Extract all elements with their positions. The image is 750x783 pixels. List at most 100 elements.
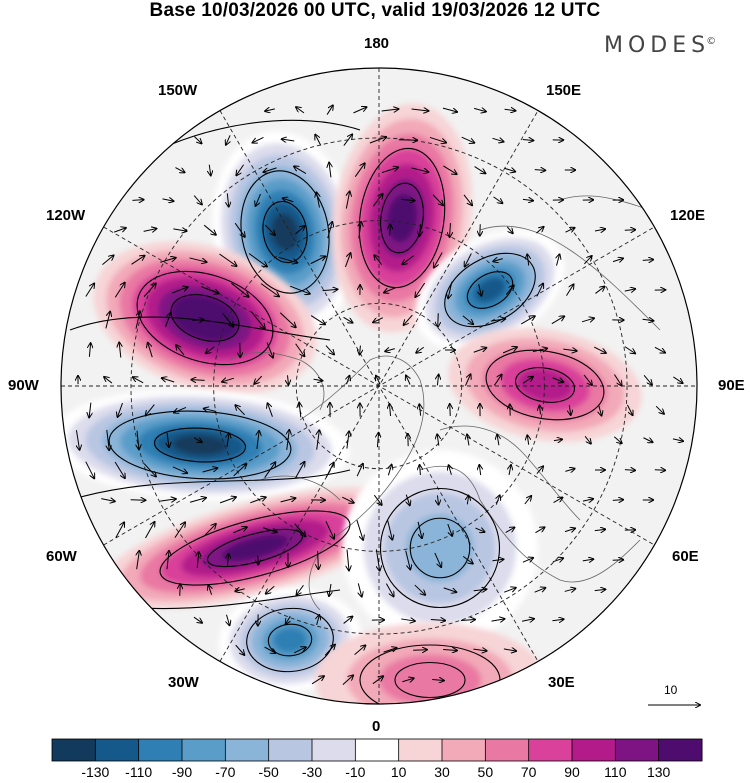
wind-vector [564, 589, 576, 592]
wind-vector [496, 495, 499, 505]
wind-vector [347, 431, 349, 449]
colorbar-tick-label: -130 [81, 764, 110, 780]
contour-group [108, 410, 292, 480]
wind-vector [595, 287, 604, 294]
wind-vector [197, 552, 199, 569]
wind-vector [256, 193, 261, 206]
contour-line [379, 487, 501, 609]
latitude-circle [130, 137, 628, 635]
wind-vector [105, 312, 110, 329]
contour-group [240, 170, 330, 294]
lon-label-60e: 60E [672, 548, 699, 565]
wind-vector [383, 648, 397, 653]
wind-vector [465, 253, 472, 266]
wind-vector [206, 346, 215, 353]
coastline-segment [419, 465, 641, 583]
wind-vector [222, 313, 234, 326]
wind-vector [295, 343, 305, 356]
wind-vector [401, 199, 414, 200]
wind-vector [311, 676, 324, 685]
wind-vector [222, 378, 235, 382]
wind-vector [551, 316, 564, 325]
wind-vector [672, 439, 683, 441]
wind-vector [467, 435, 469, 446]
lon-label-150w: 150W [158, 82, 198, 99]
wind-vector [372, 676, 383, 685]
wind-vector [148, 343, 153, 358]
colorbar-swatch [268, 739, 313, 761]
wind-vector [118, 402, 123, 417]
contour-line [108, 410, 292, 480]
wind-vector [448, 281, 453, 298]
wind-vector [146, 404, 155, 416]
wind-vector [442, 107, 457, 112]
colorbar-swatch [485, 739, 530, 761]
wind-vector [613, 374, 621, 386]
wind-vector [443, 165, 456, 174]
contour-line [394, 661, 466, 699]
colorbar-swatch [138, 739, 183, 761]
wind-vector [234, 222, 245, 237]
wind-vector [219, 253, 236, 266]
wind-vector [438, 313, 439, 326]
wind-vector [193, 616, 202, 623]
wind-vector [582, 559, 593, 561]
wind-vector [415, 282, 426, 297]
anomaly-level [184, 303, 226, 333]
wind-vector [402, 255, 414, 264]
wind-vector [342, 496, 353, 503]
wind-vector [503, 649, 516, 651]
wind-vector [289, 285, 310, 294]
map-disk [61, 68, 697, 704]
lon-label-30e: 30E [548, 674, 575, 691]
wind-vector [474, 108, 486, 111]
wind-vector [419, 224, 420, 236]
colorbar-swatch [572, 739, 616, 761]
colorbar [51, 738, 703, 762]
contour-line [246, 607, 334, 673]
wind-vector [325, 521, 334, 538]
wind-vector [398, 140, 417, 141]
wind-vector [180, 584, 181, 596]
wind-vector [599, 404, 602, 415]
wind-vector [145, 522, 154, 539]
wind-vector [358, 583, 361, 596]
wind-vector [429, 136, 446, 142]
wind-vector [497, 435, 499, 446]
wind-vector [372, 194, 382, 207]
wind-vector [624, 289, 635, 291]
lon-label-150e: 150E [546, 82, 582, 99]
wind-vector [85, 461, 94, 479]
wind-vector [479, 284, 482, 295]
wind-vector [505, 527, 515, 534]
wind-vector [552, 377, 564, 382]
wind-vector [373, 494, 381, 505]
wind-vector [266, 342, 273, 357]
wind-vector [192, 320, 203, 321]
wind-vector [376, 376, 380, 385]
wind-vector [101, 499, 115, 502]
wind-vector [624, 346, 635, 354]
wind-vector [264, 224, 275, 235]
colorbar-labels: -130 -110 -90 -70 -50 -30 -10 10 30 50 70 90 110 130 [0, 764, 750, 783]
wind-vector [278, 256, 298, 262]
colorbar-tick-label: 110 [604, 764, 627, 780]
wind-vector [437, 375, 438, 386]
wind-vector [493, 196, 503, 203]
wind-vector [491, 619, 505, 621]
wind-vector [493, 375, 501, 386]
wind-vector [563, 349, 576, 351]
wind-vector [443, 649, 457, 650]
wind-vector [347, 549, 349, 571]
wind-vector [233, 527, 247, 534]
wind-vector [294, 523, 306, 537]
map-boundary [60, 67, 698, 705]
wind-vector [473, 589, 487, 591]
contour-group [379, 487, 501, 609]
wind-vector [280, 498, 296, 503]
wind-vector [354, 645, 366, 655]
wind-vector [143, 283, 156, 297]
wind-vector [536, 227, 543, 234]
wind-vector [654, 346, 665, 352]
wind-vector [295, 462, 304, 479]
